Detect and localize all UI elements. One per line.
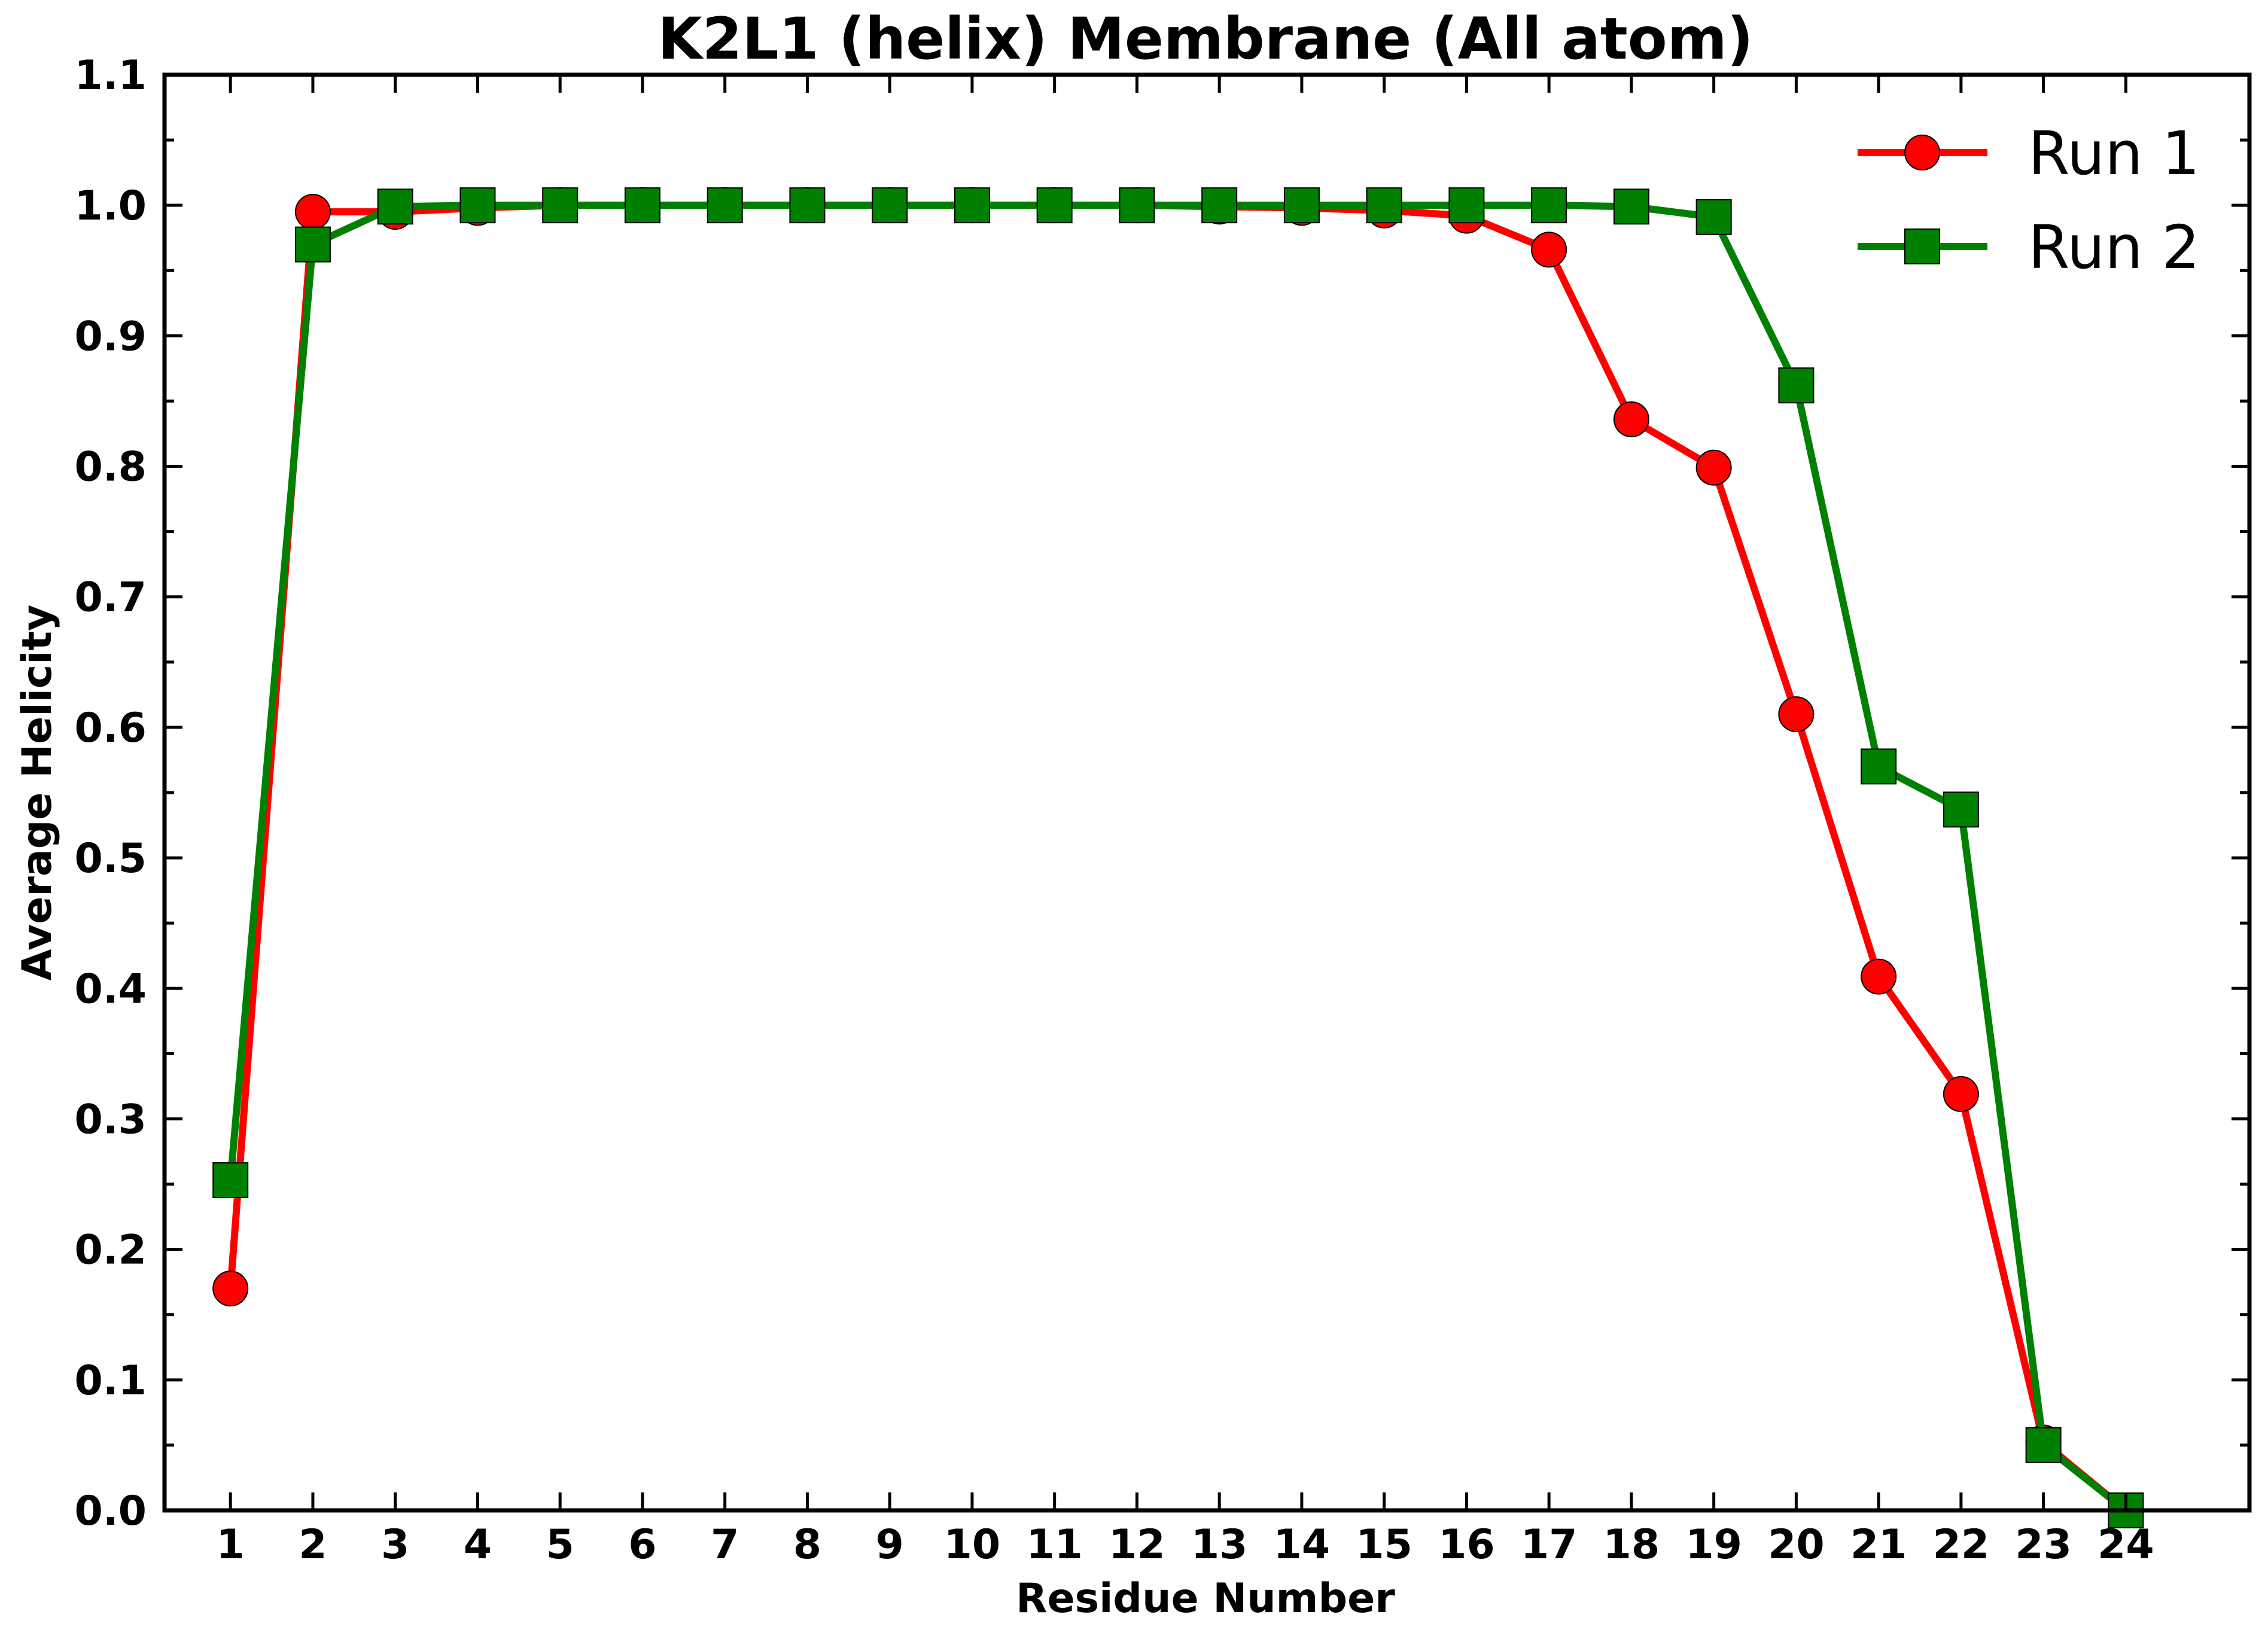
series-line — [227, 202, 2129, 1513]
series-layer — [212, 187, 2144, 1528]
y-tick-label: 0.3 — [75, 1096, 147, 1143]
data-point-square — [789, 187, 826, 224]
x-tick-label: 1 — [217, 1521, 245, 1568]
data-point-circle — [1531, 231, 1567, 268]
data-point-circle — [1861, 958, 1897, 995]
y-tick-label: 0.7 — [75, 574, 147, 622]
data-point-circle — [1778, 696, 1815, 733]
ticks-layer: 1 2 3 4 5 6 7 8 9 10 11 12 13 14 15 16 17 18 19 20 21 22 23 240… — [75, 52, 2249, 1568]
y-tick-label: 0.9 — [75, 313, 147, 360]
data-point-square — [459, 187, 496, 224]
data-point-square — [954, 187, 990, 224]
y-axis-label: Average Helicity — [14, 605, 61, 981]
x-tick-label: 15 — [1356, 1521, 1412, 1568]
legend-item: Run 1 — [1858, 118, 2200, 188]
data-point-circle — [1613, 401, 1649, 437]
x-tick-label: 2 — [299, 1521, 327, 1568]
data-point-square — [1036, 187, 1073, 224]
x-tick-label: 8 — [793, 1521, 821, 1568]
data-point-square — [1283, 187, 1320, 224]
data-point-square — [2025, 1427, 2062, 1463]
x-tick-label: 18 — [1603, 1521, 1660, 1568]
y-tick-label: 0.6 — [75, 705, 147, 752]
data-point-square — [1695, 199, 1732, 235]
y-tick-label: 0.0 — [75, 1488, 147, 1535]
x-tick-label: 13 — [1191, 1521, 1248, 1568]
x-tick-label: 7 — [711, 1521, 739, 1568]
y-tick-label: 0.8 — [75, 444, 147, 491]
x-tick-label: 6 — [628, 1521, 656, 1568]
y-tick-label: 1.0 — [75, 182, 147, 230]
data-point-square — [1531, 187, 1567, 224]
x-tick-label: 20 — [1768, 1521, 1825, 1568]
x-tick-label: 10 — [944, 1521, 1001, 1568]
data-point-square — [294, 226, 331, 263]
data-point-circle — [1695, 449, 1732, 486]
legend-marker — [1904, 229, 1940, 264]
y-tick-label: 1.1 — [75, 52, 147, 99]
data-point-square — [1943, 791, 1979, 828]
y-tick-label: 0.4 — [75, 965, 147, 1013]
x-tick-label: 22 — [1933, 1521, 1990, 1568]
legend-item: Run 2 — [1858, 212, 2200, 282]
chart-title: K2L1 (helix) Membrane (All atom) — [657, 5, 1753, 72]
data-point-square — [624, 187, 660, 224]
y-tick-label: 0.5 — [75, 835, 147, 882]
data-point-square — [707, 187, 743, 224]
x-tick-label: 23 — [2015, 1521, 2072, 1568]
y-tick-label: 0.2 — [75, 1227, 147, 1274]
data-point-circle — [212, 1271, 249, 1307]
legend-label: Run 2 — [2028, 212, 2200, 282]
x-tick-label: 4 — [464, 1521, 492, 1568]
data-point-square — [872, 187, 908, 224]
data-point-square — [1119, 187, 1155, 224]
data-point-square — [1861, 748, 1897, 785]
legend-label: Run 1 — [2028, 118, 2200, 188]
data-point-square — [542, 187, 579, 224]
x-tick-label: 19 — [1685, 1521, 1742, 1568]
x-tick-label: 16 — [1438, 1521, 1495, 1568]
data-point-square — [1778, 367, 1815, 404]
x-tick-label: 11 — [1026, 1521, 1083, 1568]
x-tick-label: 9 — [876, 1521, 904, 1568]
legend: Run 1 Run 2 — [1858, 118, 2200, 282]
data-point-square — [1201, 187, 1238, 224]
data-point-square — [377, 188, 413, 225]
data-point-square — [212, 1162, 249, 1198]
x-tick-label: 24 — [2097, 1521, 2154, 1568]
x-tick-label: 3 — [381, 1521, 409, 1568]
x-tick-label: 5 — [546, 1521, 574, 1568]
series-1 — [212, 187, 2144, 1528]
data-point-circle — [1943, 1076, 1979, 1112]
x-tick-label: 21 — [1850, 1521, 1907, 1568]
x-tick-label: 17 — [1521, 1521, 1578, 1568]
data-point-circle — [294, 194, 331, 230]
x-tick-label: 14 — [1274, 1521, 1331, 1568]
data-point-square — [1448, 187, 1485, 224]
data-point-square — [1613, 188, 1649, 225]
data-point-square — [1366, 187, 1402, 224]
x-axis-label: Residue Number — [1016, 1575, 1395, 1622]
series-2 — [212, 187, 2144, 1528]
legend-marker — [1904, 135, 1940, 170]
x-tick-label: 12 — [1109, 1521, 1165, 1568]
plot-frame — [162, 72, 2252, 1513]
y-tick-label: 0.1 — [75, 1357, 147, 1405]
